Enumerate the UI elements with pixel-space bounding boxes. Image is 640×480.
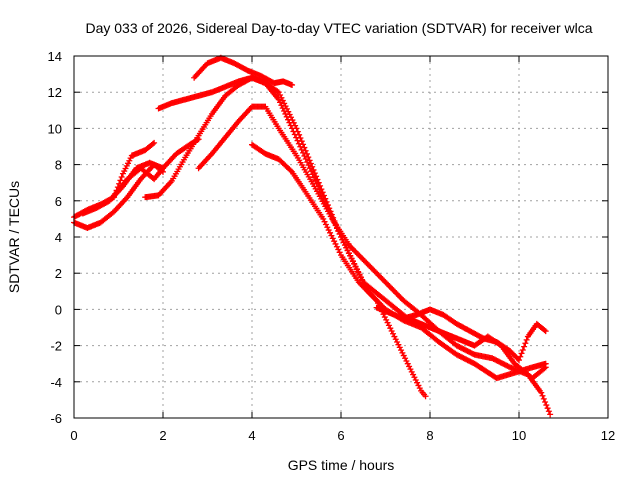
y-tick-label: 2 — [55, 266, 62, 281]
series-markers — [373, 304, 549, 364]
series-markers — [142, 74, 549, 382]
y-tick-label: 0 — [55, 302, 62, 317]
x-tick-label: 12 — [601, 428, 615, 443]
y-axis-label: SDTVAR / TECUs — [6, 181, 22, 293]
series-arc-8 — [195, 103, 554, 418]
chart-title: Day 033 of 2026, Sidereal Day-to-day VTE… — [85, 20, 592, 36]
y-tick-label: 6 — [55, 194, 62, 209]
series-markers — [71, 139, 158, 221]
axis-ticks: 0 2 4 6 8 10 12 -6 -4 -2 0 2 4 6 8 10 12 14 — [48, 49, 616, 443]
series-markers — [249, 141, 429, 400]
x-tick-label: 0 — [70, 428, 77, 443]
plot-frame — [73, 55, 609, 419]
series-markers — [79, 159, 166, 217]
grid — [74, 56, 608, 418]
y-tick-label: 12 — [48, 85, 62, 100]
y-tick-label: 10 — [48, 121, 62, 136]
series-arc-7 — [191, 54, 296, 88]
data-series — [71, 54, 554, 418]
series-arc-4 — [79, 159, 166, 217]
y-tick-label: 8 — [55, 158, 62, 173]
y-tick-label: -2 — [50, 339, 62, 354]
series-markers — [195, 103, 554, 418]
series-arc-9 — [249, 141, 429, 400]
y-tick-label: -4 — [50, 375, 62, 390]
x-tick-label: 8 — [426, 428, 433, 443]
series-arc-1 — [71, 139, 158, 221]
x-tick-label: 2 — [159, 428, 166, 443]
x-tick-label: 6 — [337, 428, 344, 443]
x-axis-label: GPS time / hours — [288, 457, 395, 473]
series-arc-5 — [142, 74, 549, 382]
series-markers — [191, 54, 296, 88]
y-tick-label: 4 — [55, 230, 62, 245]
x-tick-label: 4 — [248, 428, 255, 443]
series-arc-10 — [373, 304, 549, 364]
x-tick-label: 10 — [512, 428, 526, 443]
y-tick-label: 14 — [48, 49, 62, 64]
y-tick-label: -6 — [50, 411, 62, 426]
